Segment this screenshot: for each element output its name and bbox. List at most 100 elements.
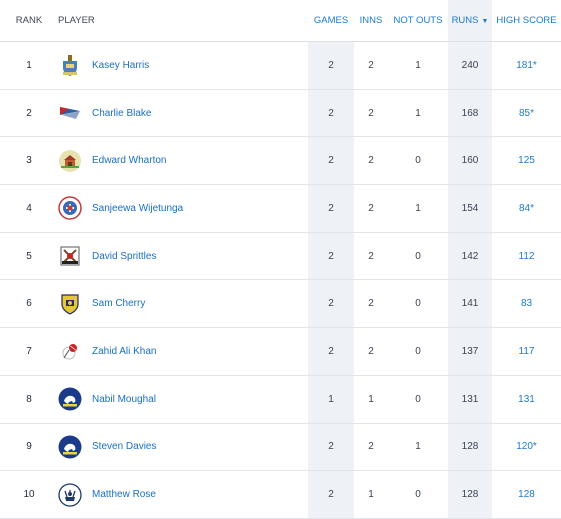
rank-cell: 4 <box>0 184 58 233</box>
player-name-link[interactable]: Nabil Moughal <box>92 393 156 405</box>
header-runs-label: RUNS <box>451 15 479 26</box>
games-cell: 2 <box>308 279 354 329</box>
header-games[interactable]: GAMES <box>308 0 354 42</box>
runs-cell: 128 <box>448 423 492 472</box>
not-outs-cell: 0 <box>388 327 448 376</box>
flag-crest-icon <box>58 101 82 125</box>
rank-cell: 7 <box>0 327 58 376</box>
runs-cell: 154 <box>448 184 492 233</box>
high-score-cell: 128 <box>492 470 561 519</box>
table-row: 4 Sanjeewa Wijetunga 2 2 1 154 84* <box>0 184 561 233</box>
games-cell: 2 <box>308 41 354 90</box>
player-cell: Sam Cherry <box>58 279 308 329</box>
inns-cell: 2 <box>354 89 388 138</box>
not-outs-cell: 1 <box>388 184 448 233</box>
player-name-link[interactable]: Sam Cherry <box>92 298 146 310</box>
runs-cell: 131 <box>448 375 492 424</box>
runs-cell: 160 <box>448 136 492 186</box>
table-row: 8 Nabil Moughal 1 1 0 131 131 <box>0 375 561 424</box>
not-outs-cell: 1 <box>388 423 448 472</box>
player-name-link[interactable]: Sanjeewa Wijetunga <box>92 202 184 214</box>
rank-cell: 1 <box>0 41 58 90</box>
crossed-bats-crest-icon <box>58 244 82 268</box>
inns-cell: 1 <box>354 375 388 424</box>
player-name-link[interactable]: Edward Wharton <box>92 155 167 167</box>
high-score-cell: 125 <box>492 136 561 186</box>
runs-cell: 141 <box>448 279 492 329</box>
table-row: 7 Zahid Ali Khan 2 2 0 137 117 <box>0 327 561 376</box>
sort-descending-icon: ▼ <box>481 18 489 25</box>
player-cell: Nabil Moughal <box>58 375 308 424</box>
runs-cell: 137 <box>448 327 492 376</box>
games-cell: 2 <box>308 327 354 376</box>
table-body: 1 Kasey Harris 2 2 1 240 181* 2 Charlie Blake 2 2 1… <box>0 41 561 519</box>
games-cell: 1 <box>308 375 354 424</box>
games-cell: 2 <box>308 184 354 233</box>
runs-cell: 142 <box>448 232 492 281</box>
games-cell: 2 <box>308 136 354 186</box>
high-score-cell: 112 <box>492 232 561 281</box>
inns-cell: 2 <box>354 232 388 281</box>
player-cell: Charlie Blake <box>58 89 308 138</box>
runs-cell: 128 <box>448 470 492 519</box>
inns-cell: 1 <box>354 470 388 519</box>
player-name-link[interactable]: Matthew Rose <box>92 489 156 501</box>
gold-shield-icon <box>58 292 82 316</box>
inns-cell: 2 <box>354 423 388 472</box>
table-row: 3 Edward Wharton 2 2 0 160 125 <box>0 136 561 186</box>
player-name-link[interactable]: Kasey Harris <box>92 59 150 71</box>
not-outs-cell: 1 <box>388 41 448 90</box>
player-cell: David Sprittles <box>58 232 308 281</box>
games-cell: 2 <box>308 89 354 138</box>
high-score-cell: 85* <box>492 89 561 138</box>
player-cell: Sanjeewa Wijetunga <box>58 184 308 233</box>
inns-cell: 2 <box>354 184 388 233</box>
header-not-outs[interactable]: NOT OUTS <box>388 0 448 42</box>
rank-cell: 5 <box>0 232 58 281</box>
player-name-link[interactable]: Charlie Blake <box>92 107 152 119</box>
club-badge-icon <box>58 196 82 221</box>
high-score-cell: 181* <box>492 41 561 90</box>
rank-cell: 10 <box>0 470 58 519</box>
table-row: 10 Matthew Rose 2 1 0 128 128 <box>0 470 561 519</box>
lion-badge-icon <box>58 435 82 459</box>
inns-cell: 2 <box>354 279 388 329</box>
inns-cell: 2 <box>354 136 388 186</box>
player-name-link[interactable]: Steven Davies <box>92 441 157 453</box>
player-cell: Kasey Harris <box>58 41 308 90</box>
rank-cell: 9 <box>0 423 58 472</box>
high-score-cell: 131 <box>492 375 561 424</box>
not-outs-cell: 1 <box>388 89 448 138</box>
rank-cell: 6 <box>0 279 58 329</box>
shield-crest-icon <box>58 53 82 77</box>
header-runs[interactable]: RUNS ▼ <box>448 0 492 42</box>
inns-cell: 2 <box>354 41 388 90</box>
header-player: PLAYER <box>58 0 308 42</box>
header-high-score[interactable]: HIGH SCORE <box>492 0 561 42</box>
table-row: 5 David Sprittles 2 2 0 142 112 <box>0 232 561 281</box>
lion-badge-icon <box>58 387 82 411</box>
table-row: 2 Charlie Blake 2 2 1 168 85* <box>0 89 561 138</box>
not-outs-cell: 0 <box>388 232 448 281</box>
games-cell: 2 <box>308 423 354 472</box>
rank-cell: 8 <box>0 375 58 424</box>
table-row: 9 Steven Davies 2 2 1 128 120* <box>0 423 561 472</box>
rank-cell: 3 <box>0 136 58 186</box>
not-outs-cell: 0 <box>388 375 448 424</box>
runs-cell: 168 <box>448 89 492 138</box>
player-name-link[interactable]: Zahid Ali Khan <box>92 345 157 357</box>
games-cell: 2 <box>308 232 354 281</box>
high-score-cell: 84* <box>492 184 561 233</box>
not-outs-cell: 0 <box>388 136 448 186</box>
high-score-cell: 117 <box>492 327 561 376</box>
header-inns[interactable]: INNS <box>354 0 388 42</box>
not-outs-cell: 0 <box>388 470 448 519</box>
table-row: 6 Sam Cherry 2 2 0 141 83 <box>0 279 561 329</box>
pavilion-crest-icon <box>58 149 82 173</box>
not-outs-cell: 0 <box>388 279 448 329</box>
player-name-link[interactable]: David Sprittles <box>92 250 157 262</box>
high-score-cell: 120* <box>492 423 561 472</box>
inns-cell: 2 <box>354 327 388 376</box>
high-score-cell: 83 <box>492 279 561 329</box>
